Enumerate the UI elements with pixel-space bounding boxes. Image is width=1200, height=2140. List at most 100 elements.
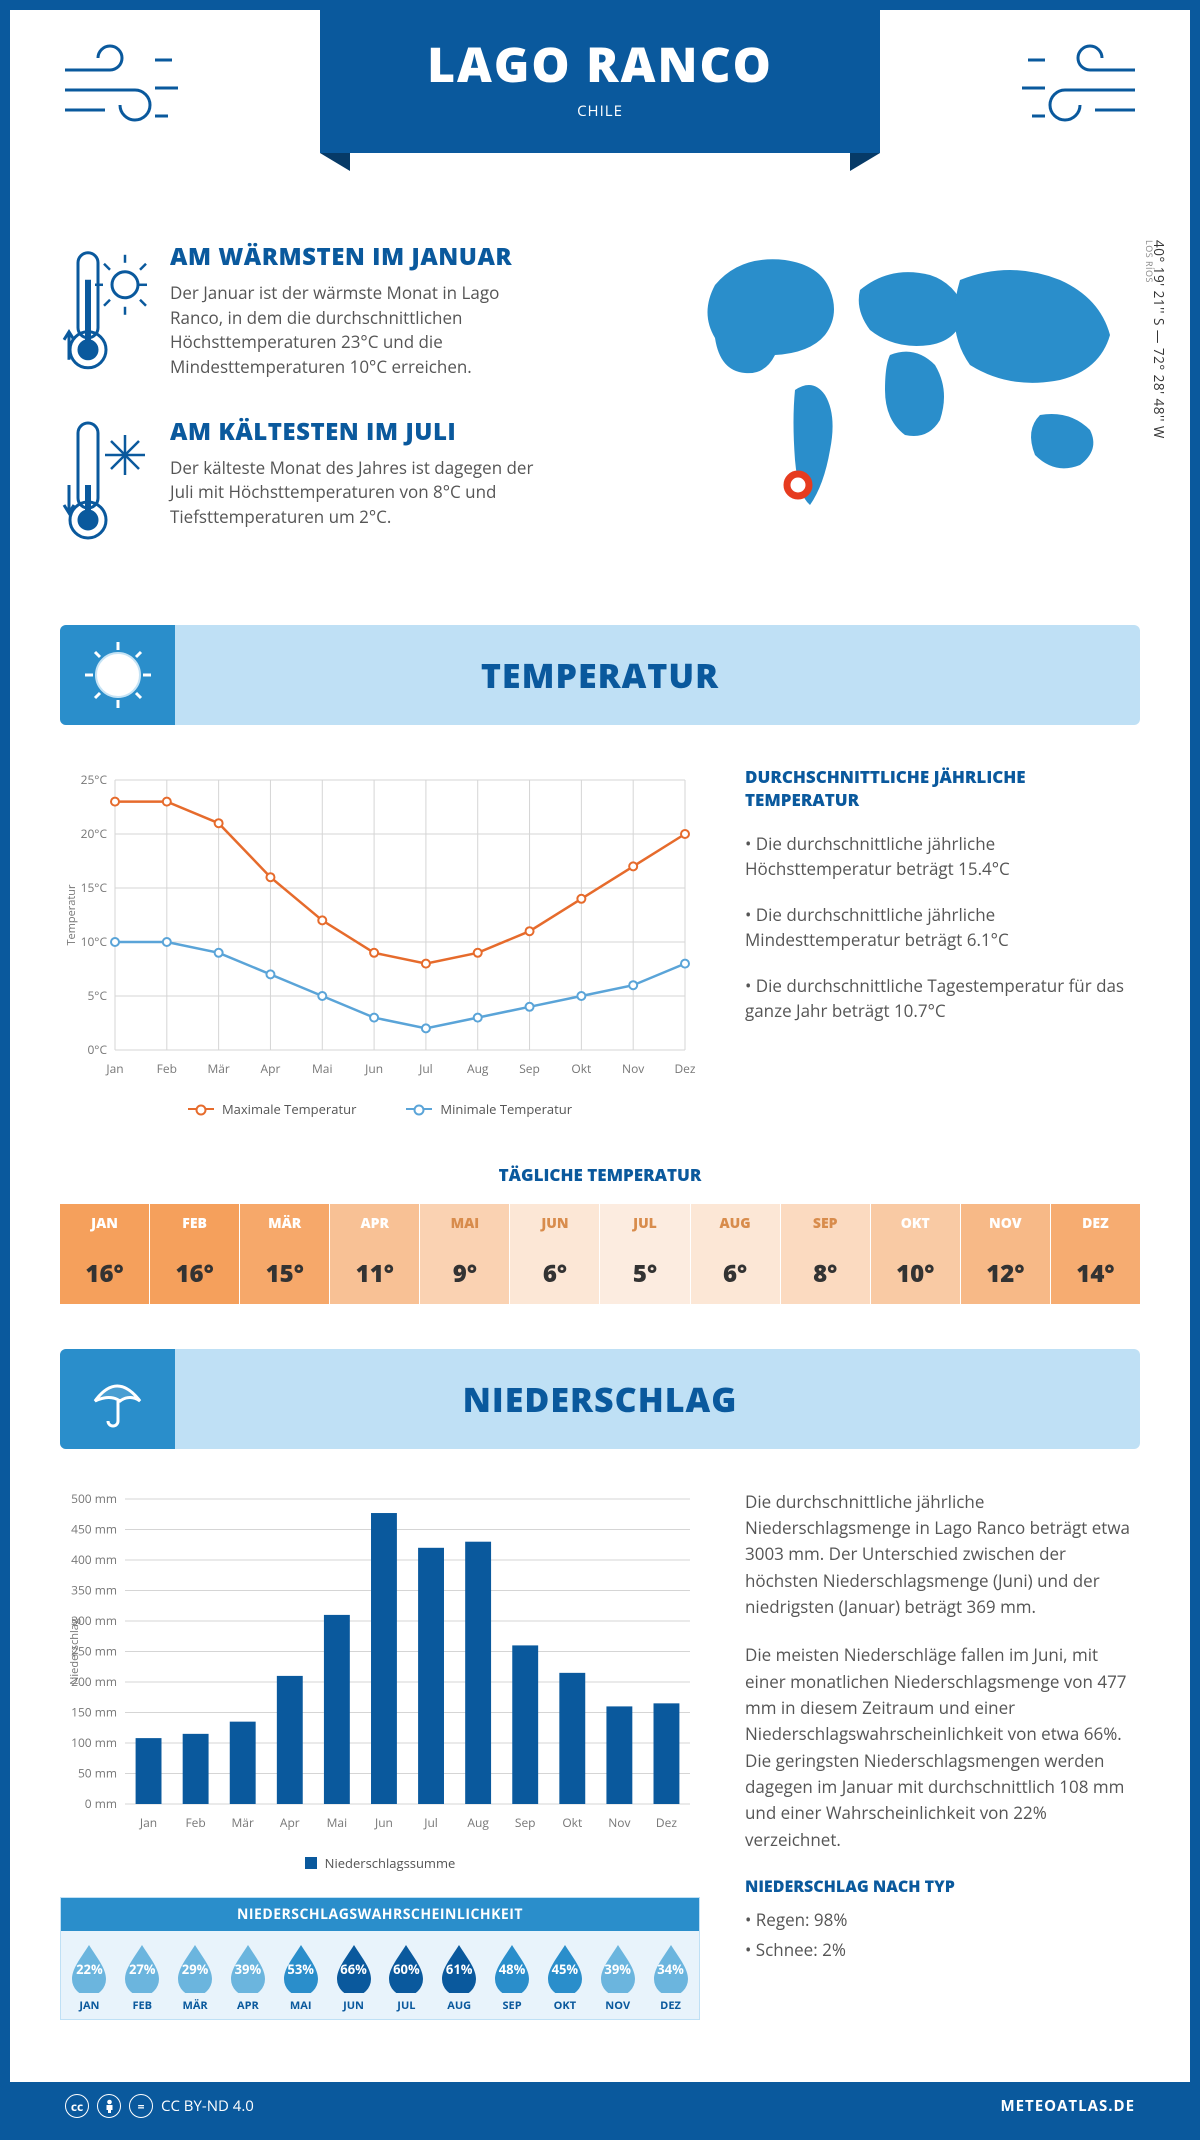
svg-text:Jun: Jun (374, 1814, 393, 1831)
temp-cell: SEP8° (781, 1204, 871, 1304)
temperature-chart: 0°C 5°C 10°C 15°C 20°C 25°C Jan Feb Mär Apr Mai Jun… (60, 765, 700, 1118)
precipitation-chart: 0 mm50 mm100 mm150 mm200 mm250 mm300 mm3… (60, 1489, 700, 2020)
svg-text:Jan: Jan (139, 1814, 157, 1831)
svg-text:Dez: Dez (656, 1814, 677, 1831)
wind-icon (1010, 40, 1140, 135)
page-title: LAGO RANCO (320, 32, 880, 97)
section-title: NIEDERSCHLAG (175, 1376, 1140, 1422)
svg-text:150 mm: 150 mm (71, 1703, 117, 1720)
temp-cell: MÄR15° (240, 1204, 330, 1304)
svg-text:Sep: Sep (519, 1060, 540, 1077)
thermometer-cold-icon (60, 415, 150, 545)
prob-cell: 48%SEP (486, 1941, 539, 2013)
prob-cell: 39%APR (221, 1941, 274, 2013)
prob-cell: 29%MÄR (169, 1941, 222, 2013)
svg-text:0°C: 0°C (87, 1041, 107, 1058)
warmest-title: AM WÄRMSTEN IM JANUAR (170, 240, 550, 273)
svg-text:Jul: Jul (423, 1814, 438, 1831)
svg-text:350 mm: 350 mm (71, 1581, 117, 1598)
svg-text:Okt: Okt (571, 1060, 591, 1077)
probability-box: NIEDERSCHLAGSWAHRSCHEINLICHKEIT 22%JAN27… (60, 1897, 700, 2020)
svg-text:Mär: Mär (207, 1060, 229, 1077)
license-text: CC BY-ND 4.0 (161, 2096, 254, 2116)
coldest-fact: AM KÄLTESTEN IM JULI Der kälteste Monat … (60, 415, 630, 545)
svg-text:100 mm: 100 mm (71, 1734, 117, 1751)
temp-cell: MAI9° (420, 1204, 510, 1304)
svg-text:Jun: Jun (364, 1060, 383, 1077)
temp-cell: NOV12° (961, 1204, 1051, 1304)
sun-icon (83, 640, 153, 710)
prob-cell: 34%DEZ (644, 1941, 697, 2013)
nd-icon: = (129, 2094, 153, 2118)
prob-cell: 61%AUG (433, 1941, 486, 2013)
svg-text:Mär: Mär (232, 1814, 254, 1831)
svg-text:10°C: 10°C (81, 933, 108, 950)
prob-cell: 60%JUL (380, 1941, 433, 2013)
temp-cell: JAN16° (60, 1204, 150, 1304)
coldest-title: AM KÄLTESTEN IM JULI (170, 415, 550, 448)
by-icon (97, 2094, 121, 2118)
prob-cell: 22%JAN (63, 1941, 116, 2013)
svg-text:Nov: Nov (608, 1814, 630, 1831)
prob-cell: 66%JUN (327, 1941, 380, 2013)
chart-legend: .swatch:nth-child(1)::after{border-color… (60, 1100, 700, 1118)
svg-text:Nov: Nov (622, 1060, 644, 1077)
svg-text:Apr: Apr (261, 1060, 281, 1077)
svg-text:Aug: Aug (467, 1060, 489, 1077)
cc-icon: cc (65, 2094, 89, 2118)
temp-cell: AUG6° (691, 1204, 781, 1304)
svg-text:Okt: Okt (562, 1814, 582, 1831)
umbrella-icon (85, 1366, 150, 1431)
coldest-text: Der kälteste Monat des Jahres ist dagege… (170, 456, 550, 530)
svg-text:20°C: 20°C (81, 825, 108, 842)
prob-cell: 39%NOV (591, 1941, 644, 2013)
header: LAGO RANCO CHILE (60, 10, 1140, 200)
coordinates: 40° 19' 21'' S — 72° 28' 48'' W (1150, 240, 1168, 439)
temp-cell: OKT10° (871, 1204, 961, 1304)
svg-text:Dez: Dez (674, 1060, 695, 1077)
svg-text:500 mm: 500 mm (71, 1490, 117, 1507)
svg-text:Jul: Jul (418, 1060, 433, 1077)
temp-cell: JUN6° (510, 1204, 600, 1304)
temp-cell: JUL5° (600, 1204, 690, 1304)
svg-text:0 mm: 0 mm (85, 1795, 117, 1812)
svg-text:400 mm: 400 mm (71, 1551, 117, 1568)
svg-text:25°C: 25°C (81, 771, 108, 788)
prob-cell: 53%MAI (274, 1941, 327, 2013)
svg-text:50 mm: 50 mm (78, 1764, 117, 1781)
svg-text:Temperatur: Temperatur (64, 884, 79, 946)
country-label: CHILE (320, 101, 880, 121)
daily-temp-title: TÄGLICHE TEMPERATUR (60, 1163, 1140, 1186)
thermometer-hot-icon (60, 240, 150, 380)
title-banner: LAGO RANCO CHILE (320, 10, 880, 153)
svg-text:Aug: Aug (467, 1814, 489, 1831)
svg-text:5°C: 5°C (87, 987, 107, 1004)
svg-text:450 mm: 450 mm (71, 1520, 117, 1537)
section-title: TEMPERATUR (175, 652, 1140, 698)
site-name: METEOATLAS.DE (1001, 2096, 1135, 2116)
temp-cell: DEZ14° (1051, 1204, 1140, 1304)
warmest-fact: AM WÄRMSTEN IM JANUAR Der Januar ist der… (60, 240, 630, 380)
svg-text:Apr: Apr (280, 1814, 300, 1831)
precipitation-info: Die durchschnittliche jährliche Niedersc… (745, 1489, 1140, 2020)
temp-cell: APR11° (330, 1204, 420, 1304)
svg-text:Sep: Sep (515, 1814, 536, 1831)
temp-cell: FEB16° (150, 1204, 240, 1304)
world-map: LOS RÍOS 40° 19' 21'' S — 72° 28' 48'' W (660, 240, 1140, 580)
prob-cell: 27%FEB (116, 1941, 169, 2013)
svg-text:15°C: 15°C (81, 879, 108, 896)
temperature-info: DURCHSCHNITTLICHE JÄHRLICHE TEMPERATUR •… (745, 765, 1140, 1118)
wind-icon (60, 40, 190, 135)
section-temperature: TEMPERATUR (60, 625, 1140, 725)
svg-text:Mai: Mai (312, 1060, 333, 1077)
svg-text:Feb: Feb (157, 1060, 177, 1077)
svg-text:Mai: Mai (327, 1814, 348, 1831)
svg-text:Jan: Jan (105, 1060, 123, 1077)
warmest-text: Der Januar ist der wärmste Monat in Lago… (170, 281, 550, 380)
daily-temp-strip: JAN16°FEB16°MÄR15°APR11°MAI9°JUN6°JUL5°A… (60, 1204, 1140, 1304)
prob-cell: 45%OKT (538, 1941, 591, 2013)
footer: cc = CC BY-ND 4.0 METEOATLAS.DE (10, 2082, 1190, 2130)
section-precipitation: NIEDERSCHLAG (60, 1349, 1140, 1449)
svg-text:Feb: Feb (185, 1814, 205, 1831)
svg-text:Niederschlag: Niederschlag (67, 1618, 82, 1685)
